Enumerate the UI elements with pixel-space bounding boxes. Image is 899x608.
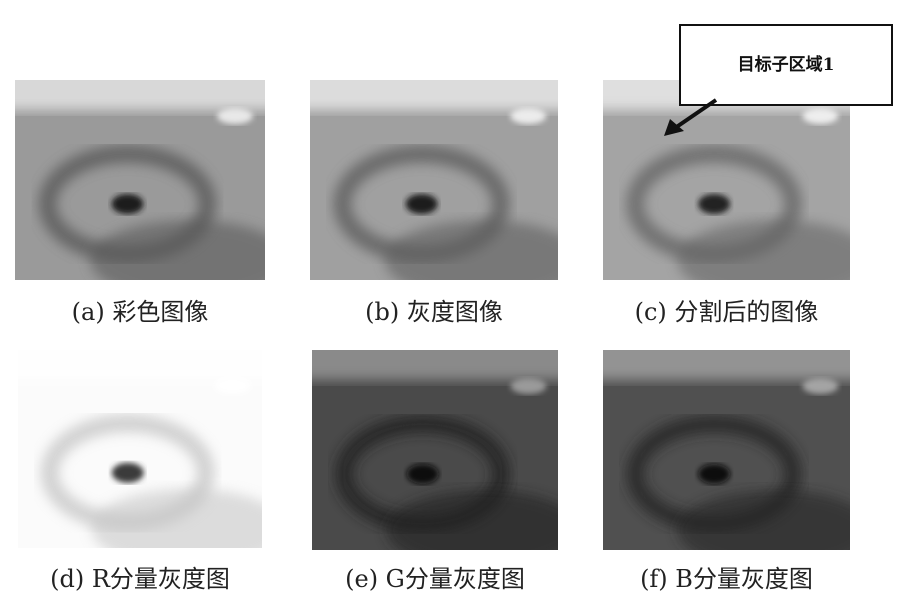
panel: (f) B分量灰度图 bbox=[583, 320, 875, 593]
image-top-light bbox=[0, 320, 282, 380]
image-core bbox=[112, 194, 144, 214]
image-spot bbox=[802, 108, 838, 124]
panel-caption: (c) 分割后的图像 bbox=[635, 298, 819, 326]
image-core bbox=[698, 464, 730, 484]
image-core bbox=[112, 463, 144, 483]
image-core bbox=[406, 194, 438, 214]
image-lower bbox=[384, 220, 582, 300]
image-core bbox=[698, 194, 730, 214]
image-lower bbox=[677, 220, 875, 300]
panel-caption: (d) R分量灰度图 bbox=[50, 565, 230, 593]
panel: (b) 灰度图像 bbox=[290, 50, 583, 326]
panel-caption: (b) 灰度图像 bbox=[365, 298, 503, 326]
panel: (d) R分量灰度图 bbox=[0, 320, 286, 593]
figure: (a) 彩色图像 (b) 灰度图像 (c) 分割后的图像 (d) R分量灰度图 (e) … bbox=[0, 0, 899, 603]
image-top-light bbox=[0, 50, 285, 110]
panel-image bbox=[0, 320, 286, 568]
image-lower bbox=[386, 490, 583, 570]
panel-caption: (f) B分量灰度图 bbox=[640, 565, 813, 593]
image-lower bbox=[90, 220, 290, 300]
panel-image bbox=[583, 320, 875, 570]
panel-image bbox=[290, 50, 583, 300]
image-spot bbox=[510, 378, 546, 394]
panel: (e) G分量灰度图 bbox=[292, 320, 583, 593]
image-core bbox=[407, 464, 439, 484]
panel-image bbox=[0, 50, 290, 300]
panel-caption: (e) G分量灰度图 bbox=[345, 565, 525, 593]
image-spot bbox=[215, 378, 251, 394]
panel: (a) 彩色图像 bbox=[0, 50, 290, 326]
image-top-light bbox=[290, 50, 578, 110]
image-spot bbox=[217, 108, 253, 124]
annotation-label: 目标子区域1 bbox=[738, 54, 835, 75]
image-lower bbox=[677, 490, 875, 570]
image-spot bbox=[510, 108, 546, 124]
image-top-light bbox=[292, 320, 578, 380]
image-spot bbox=[802, 378, 838, 394]
panel-image bbox=[292, 320, 583, 570]
image-lower bbox=[91, 489, 286, 568]
panel-caption: (a) 彩色图像 bbox=[72, 298, 209, 326]
image-top-light bbox=[583, 320, 870, 380]
